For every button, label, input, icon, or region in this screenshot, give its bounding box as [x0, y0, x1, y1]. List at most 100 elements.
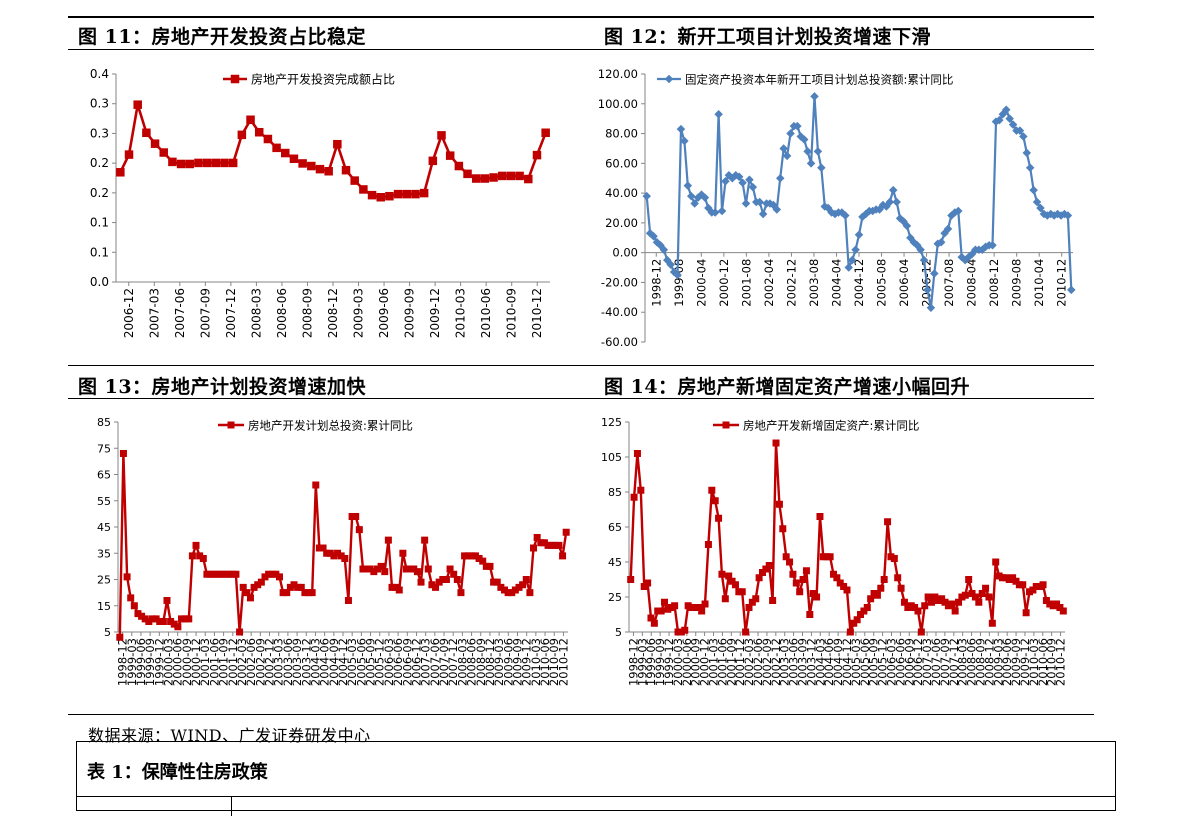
x-tick-label: 2005-06 [354, 638, 368, 686]
data-point [1019, 581, 1027, 589]
data-point [786, 129, 795, 138]
x-tick-label: 1999-09 [143, 638, 157, 686]
data-point [793, 121, 802, 131]
data-point [399, 549, 407, 557]
data-point [755, 197, 764, 207]
data-point [281, 148, 290, 158]
data-point [446, 565, 454, 573]
data-point [174, 623, 182, 631]
rule-under-fig11-12-titles [68, 49, 1094, 50]
data-point [846, 628, 854, 636]
series-line [119, 103, 547, 199]
y-tick-label: 0.3 [90, 97, 109, 111]
x-tick-label: 2003-12 [804, 638, 818, 686]
y-tick-label: 45 [608, 556, 622, 569]
data-point [211, 158, 221, 168]
x-tick-label: 2008-03 [249, 288, 263, 338]
fig13-title: 图 13：房地产计划投资增速加快 [78, 376, 367, 398]
data-point [308, 589, 316, 597]
x-tick-label: 2009-08 [1010, 259, 1024, 307]
data-point [861, 209, 871, 219]
data-point [1005, 114, 1014, 123]
x-tick-label: 2001-06 [207, 638, 221, 686]
legend-label: 固定资产投资本年新开工项目计划总投资额:累计同比 [685, 73, 953, 87]
x-tick-label: 2004-04 [829, 259, 843, 307]
x-tick-label: 2006-04 [897, 259, 911, 307]
data-point [1008, 120, 1018, 129]
data-point [738, 588, 746, 596]
x-tick-label: 1998-12 [649, 259, 663, 307]
data-point [951, 607, 959, 615]
x-tick-label: 2000-04 [694, 259, 708, 307]
data-point [823, 203, 833, 213]
x-tick-label: 2010-09 [547, 638, 561, 686]
data-point [772, 439, 780, 447]
data-point [210, 570, 218, 578]
data-point [257, 578, 265, 586]
data-point [544, 541, 552, 549]
data-point [711, 497, 719, 505]
data-point [168, 157, 177, 167]
data-point [246, 594, 254, 602]
x-tick-label: 2009-03 [991, 638, 1005, 686]
data-point [116, 633, 124, 641]
x-tick-label: 2001-12 [733, 638, 747, 686]
data-point [185, 159, 195, 169]
data-point [693, 193, 703, 202]
x-tick-label: 2005-12 [373, 638, 387, 686]
x-tick-label: 2008-09 [300, 288, 314, 338]
x-tick-label: 2007-09 [437, 638, 451, 686]
data-point [294, 583, 302, 591]
data-point [188, 552, 196, 560]
x-tick-label: 2002-09 [253, 638, 267, 686]
x-tick-label: 2006-03 [382, 638, 396, 686]
x-tick-label: 2007-09 [938, 638, 952, 686]
data-point [388, 583, 396, 591]
x-tick-label: 2010-03 [1027, 638, 1041, 686]
x-tick-label: 2000-12 [698, 638, 712, 686]
data-point [500, 586, 508, 594]
data-point [745, 604, 753, 611]
data-point [548, 541, 556, 549]
data-point [863, 604, 871, 611]
x-tick-label: 2010-12 [1054, 638, 1068, 686]
data-point [480, 174, 490, 183]
chart-fig12: 120.00 100.00 80.00 60.00 40.00 20.00 0.00 -20.… [595, 54, 1095, 362]
policy-table: 表 1：保障性住房政策 [76, 741, 1116, 816]
data-point [954, 206, 963, 216]
y-tick-label: 105 [601, 451, 622, 464]
data-point [537, 539, 545, 547]
data-point [384, 536, 392, 544]
data-point [265, 570, 273, 578]
data-point [350, 176, 359, 185]
legend-label: 房地产开发新增固定资产:累计同比 [743, 419, 919, 433]
data-point [827, 208, 836, 217]
x-tick-label: 2008-09 [474, 638, 488, 686]
legend-marker [227, 421, 235, 429]
data-point [497, 583, 505, 591]
y-tick-label: 75 [97, 442, 111, 455]
x-tick-label: 2009-06 [501, 638, 515, 686]
data-point [283, 589, 291, 597]
x-tick-label: 2010-12 [530, 288, 544, 338]
data-point [1043, 211, 1052, 220]
data-point [515, 171, 524, 181]
x-tick-label: 1999-06 [644, 638, 658, 686]
data-point [424, 565, 432, 573]
data-point [515, 583, 523, 591]
data-point [960, 255, 970, 265]
data-point [289, 154, 299, 164]
data-point [170, 620, 178, 628]
data-point [817, 163, 826, 173]
x-tick-label: 2007-06 [428, 638, 442, 686]
data-point [1067, 285, 1076, 295]
x-tick-label: 2009-12 [520, 638, 534, 686]
data-point [978, 245, 987, 254]
data-point [802, 567, 810, 575]
data-point [432, 583, 440, 591]
chart-fig11: 0.4 0.3 0.3 0.2 0.2 0.1 0.1 0.0 2006-12 2007-03 20… [68, 54, 588, 362]
data-point [769, 200, 778, 210]
data-point [704, 541, 712, 548]
data-point [359, 185, 368, 194]
data-point [649, 232, 658, 241]
